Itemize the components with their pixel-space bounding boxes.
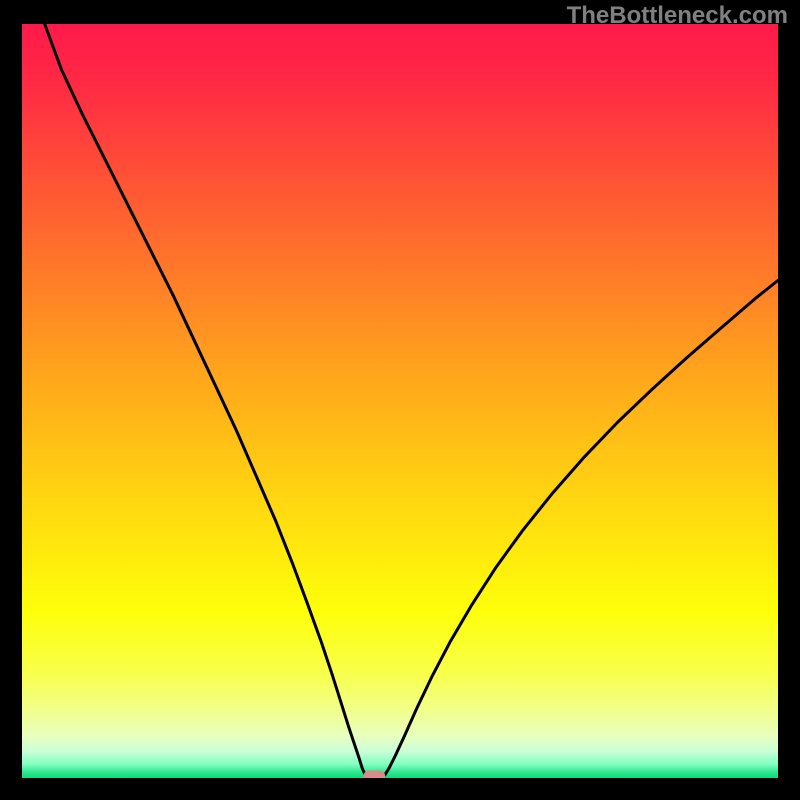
plot-svg <box>22 24 778 778</box>
plot-area <box>22 24 778 778</box>
gradient-background <box>22 24 778 778</box>
watermark-text: TheBottleneck.com <box>567 2 788 30</box>
optimum-marker <box>363 770 385 778</box>
